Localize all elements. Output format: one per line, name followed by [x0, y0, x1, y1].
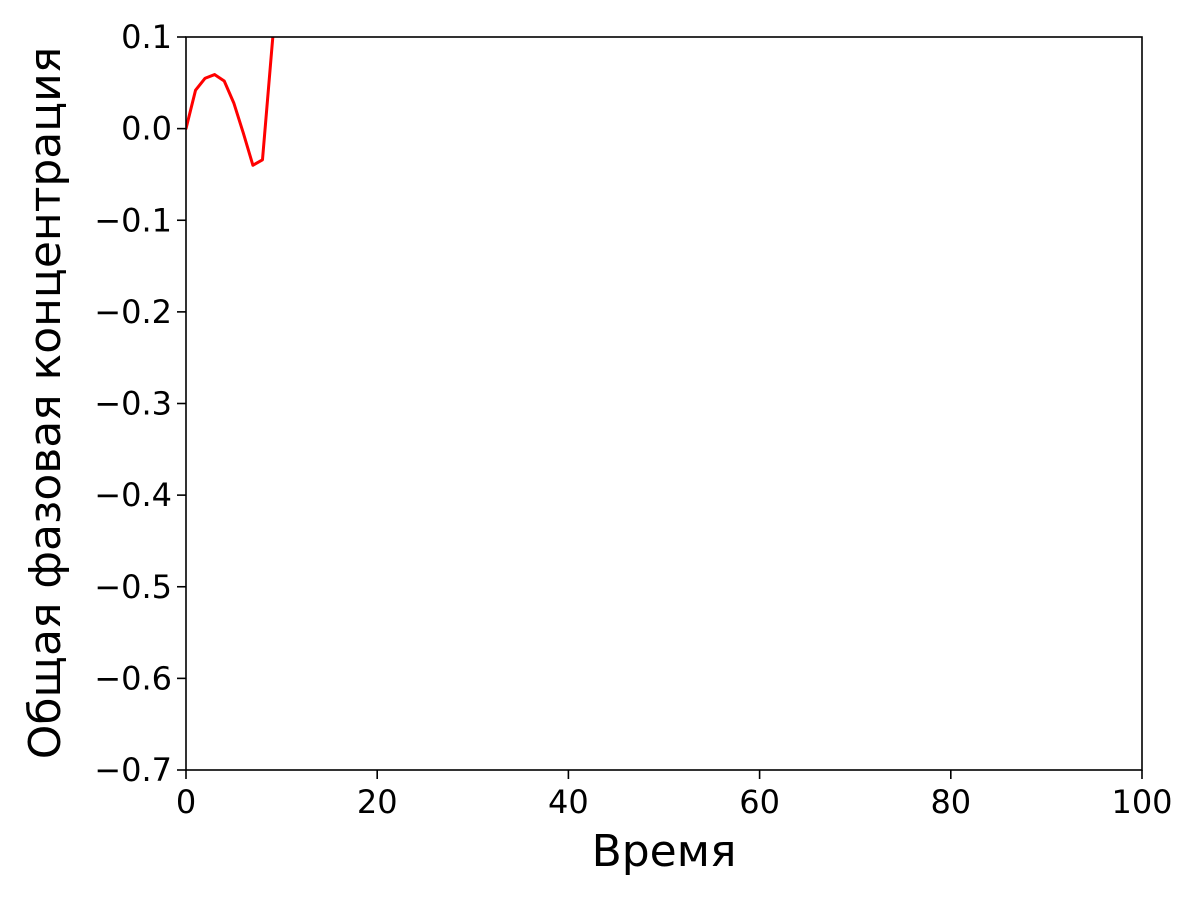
x-tick-label: 20 [357, 783, 398, 821]
y-tick-label: 0.1 [121, 18, 172, 56]
plot-background [186, 37, 1142, 770]
y-tick-label: −0.7 [94, 751, 172, 789]
x-tick-label: 80 [930, 783, 971, 821]
y-tick-label: −0.2 [94, 293, 172, 331]
y-tick-label: −0.6 [94, 659, 172, 697]
series-layer [186, 37, 275, 167]
x-tick-label: 40 [548, 783, 589, 821]
x-tick-label: 60 [739, 783, 780, 821]
y-tick-label: −0.3 [94, 385, 172, 423]
x-axis: 0 20 40 60 80 100 [176, 770, 1173, 821]
series-line [186, 37, 275, 167]
y-axis: 0.1 0.0 −0.1 −0.2 −0.3 −0.4 −0.5 −0.6 −0.7 [94, 18, 186, 789]
y-tick-label: 0.0 [121, 110, 172, 148]
x-axis-title: Время [592, 826, 737, 877]
y-axis-title: Общая фазовая концентрация [20, 47, 71, 759]
y-tick-label: −0.4 [94, 476, 172, 514]
x-tick-label: 0 [176, 783, 196, 821]
y-tick-label: −0.1 [94, 201, 172, 239]
x-tick-label: 100 [1111, 783, 1172, 821]
y-tick-label: −0.5 [94, 568, 172, 606]
